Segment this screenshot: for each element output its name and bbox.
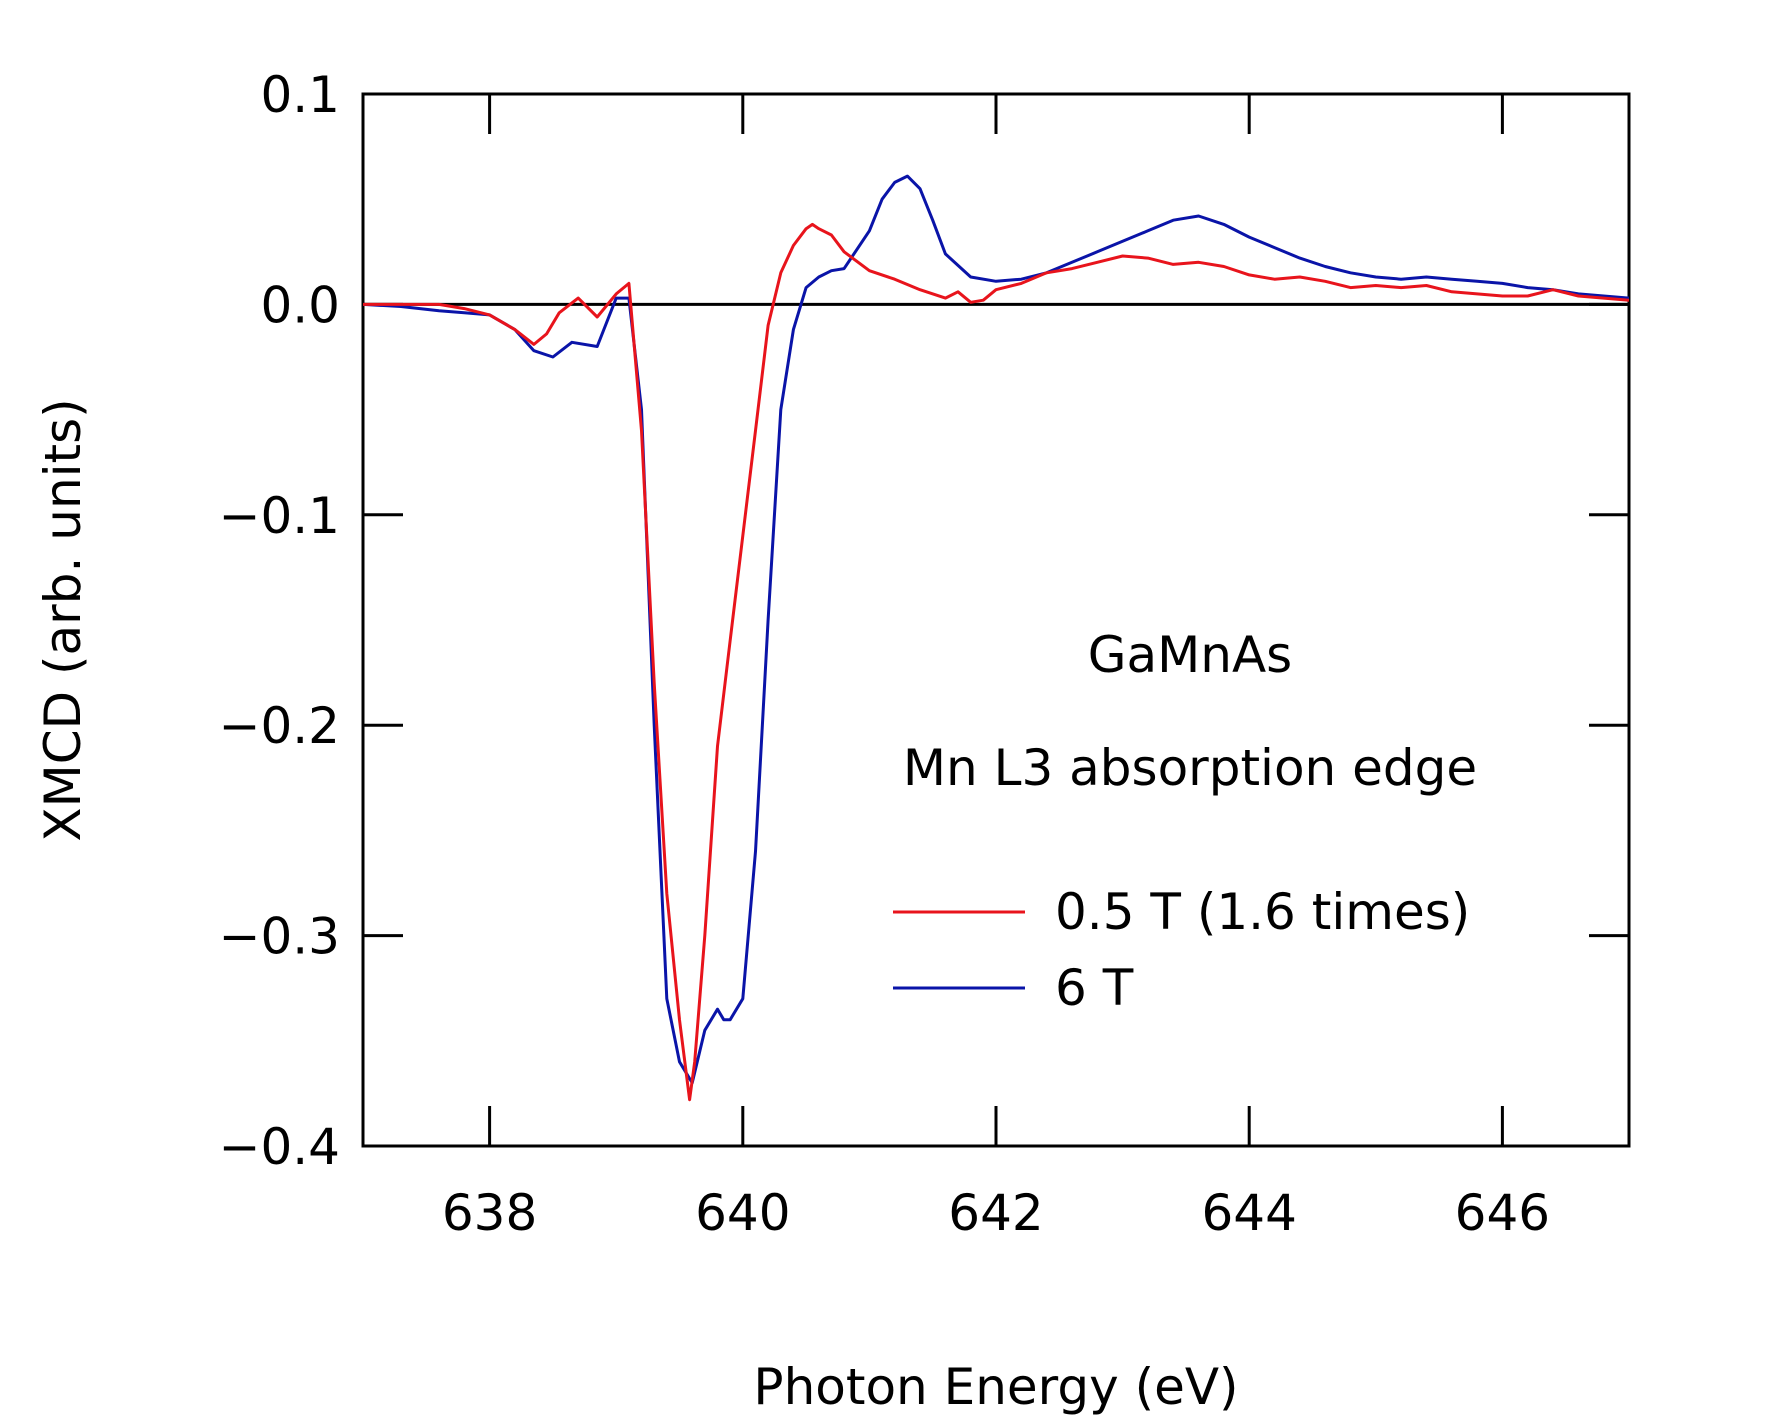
y-axis-ticks: 0.1 0.0 −0.1 −0.2 −0.3 −0.4 [219,66,1629,1176]
annotation-edge: Mn L3 absorption edge [903,739,1477,797]
series-layer [362,174,1630,1102]
y-tick-label: −0.2 [219,697,340,755]
annotation-sample: GaMnAs [1088,626,1292,684]
x-axis-ticks: 638 640 642 644 646 [442,94,1550,1242]
y-axis-title: XMCD (arb. units) [34,398,92,841]
legend-label-1: 6 T [1055,959,1134,1017]
x-tick-label: 642 [948,1184,1043,1242]
y-tick-label: −0.4 [219,1118,340,1176]
legend: 0.5 T (1.6 times) 6 T [893,883,1470,1017]
x-tick-label: 646 [1455,1184,1550,1242]
y-tick-label: −0.1 [219,487,340,545]
x-axis-title: Photon Energy (eV) [753,1358,1238,1416]
y-tick-label: 0.1 [260,66,340,124]
x-tick-label: 640 [695,1184,790,1242]
series-line-6T [362,174,1630,1085]
y-tick-label: 0.0 [260,276,340,334]
y-tick-label: −0.3 [219,908,340,966]
legend-label-0: 0.5 T (1.6 times) [1055,883,1470,941]
series-line-0p5T [363,222,1630,1102]
x-tick-label: 644 [1201,1184,1296,1242]
x-tick-label: 638 [442,1184,537,1242]
